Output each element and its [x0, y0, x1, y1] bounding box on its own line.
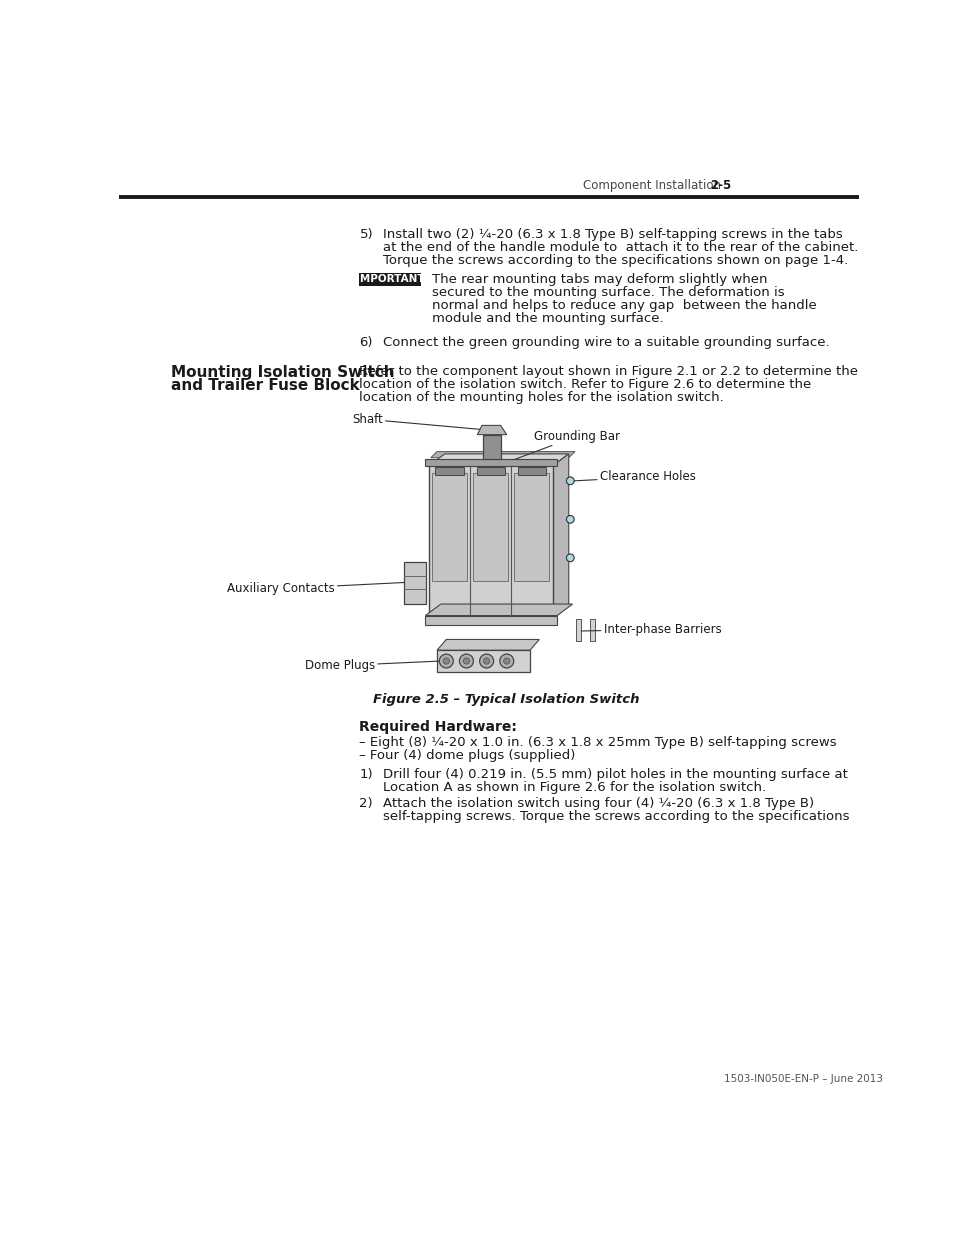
FancyBboxPatch shape	[576, 620, 580, 641]
FancyBboxPatch shape	[476, 467, 505, 474]
Text: Connect the green grounding wire to a suitable grounding surface.: Connect the green grounding wire to a su…	[382, 336, 828, 350]
Text: normal and helps to reduce any gap  between the handle: normal and helps to reduce any gap betwe…	[432, 299, 816, 312]
Text: – Eight (8) ¼-20 x 1.0 in. (6.3 x 1.8 x 25mm Type B) self-tapping screws: – Eight (8) ¼-20 x 1.0 in. (6.3 x 1.8 x …	[359, 736, 836, 748]
Polygon shape	[476, 425, 506, 435]
Text: 2-5: 2-5	[709, 179, 730, 191]
Polygon shape	[431, 452, 575, 458]
FancyBboxPatch shape	[404, 562, 426, 604]
Circle shape	[566, 555, 574, 562]
Text: 1503-IN050E-EN-P – June 2013: 1503-IN050E-EN-P – June 2013	[723, 1073, 882, 1084]
Text: Attach the isolation switch using four (4) ¼-20 (6.3 x 1.8 Type B): Attach the isolation switch using four (…	[382, 798, 813, 810]
Text: Inter-phase Barriers: Inter-phase Barriers	[580, 622, 720, 636]
Text: at the end of the handle module to  attach it to the rear of the cabinet.: at the end of the handle module to attac…	[382, 241, 858, 253]
Circle shape	[483, 658, 489, 664]
FancyBboxPatch shape	[483, 435, 500, 459]
Circle shape	[443, 658, 449, 664]
FancyBboxPatch shape	[425, 615, 557, 625]
Text: self-tapping screws. Torque the screws according to the specifications: self-tapping screws. Torque the screws a…	[382, 810, 848, 824]
Text: secured to the mounting surface. The deformation is: secured to the mounting surface. The def…	[432, 287, 784, 299]
FancyBboxPatch shape	[514, 473, 549, 580]
Text: Drill four (4) 0.219 in. (5.5 mm) pilot holes in the mounting surface at: Drill four (4) 0.219 in. (5.5 mm) pilot …	[382, 768, 846, 781]
Text: Clearance Holes: Clearance Holes	[574, 471, 695, 483]
Polygon shape	[553, 454, 568, 615]
Polygon shape	[436, 640, 538, 651]
Polygon shape	[429, 454, 568, 466]
FancyBboxPatch shape	[432, 473, 467, 580]
Circle shape	[459, 655, 473, 668]
Text: Grounding Bar: Grounding Bar	[506, 430, 619, 462]
Text: Refer to the component layout shown in Figure 2.1 or 2.2 to determine the: Refer to the component layout shown in F…	[359, 364, 858, 378]
Text: Shaft: Shaft	[352, 412, 487, 430]
Text: Mounting Isolation Switch: Mounting Isolation Switch	[171, 364, 395, 379]
Text: Location A as shown in Figure 2.6 for the isolation switch.: Location A as shown in Figure 2.6 for th…	[382, 782, 765, 794]
Text: location of the isolation switch. Refer to Figure 2.6 to determine the: location of the isolation switch. Refer …	[359, 378, 811, 390]
Text: and Trailer Fuse Block: and Trailer Fuse Block	[171, 378, 359, 394]
FancyBboxPatch shape	[425, 459, 557, 466]
Text: 6): 6)	[359, 336, 373, 350]
Text: 2): 2)	[359, 798, 373, 810]
Text: IMPORTANT: IMPORTANT	[355, 274, 424, 284]
Polygon shape	[425, 604, 572, 615]
Text: Dome Plugs: Dome Plugs	[304, 659, 440, 672]
Text: The rear mounting tabs may deform slightly when: The rear mounting tabs may deform slight…	[432, 273, 767, 287]
Text: 5): 5)	[359, 227, 373, 241]
FancyBboxPatch shape	[473, 473, 508, 580]
FancyBboxPatch shape	[359, 273, 421, 287]
Circle shape	[499, 655, 513, 668]
Circle shape	[503, 658, 509, 664]
Circle shape	[439, 655, 453, 668]
FancyBboxPatch shape	[436, 651, 530, 672]
Text: Torque the screws according to the specifications shown on page 1-4.: Torque the screws according to the speci…	[382, 253, 847, 267]
Text: Component Installation: Component Installation	[582, 179, 720, 191]
Text: module and the mounting surface.: module and the mounting surface.	[432, 312, 663, 325]
Text: Auxiliary Contacts: Auxiliary Contacts	[227, 582, 404, 595]
Text: Required Hardware:: Required Hardware:	[359, 720, 517, 734]
FancyBboxPatch shape	[429, 466, 553, 615]
Circle shape	[463, 658, 469, 664]
Circle shape	[566, 515, 574, 524]
FancyBboxPatch shape	[517, 467, 546, 474]
FancyBboxPatch shape	[590, 620, 595, 641]
Circle shape	[479, 655, 493, 668]
Text: Figure 2.5 – Typical Isolation Switch: Figure 2.5 – Typical Isolation Switch	[374, 693, 639, 705]
Text: location of the mounting holes for the isolation switch.: location of the mounting holes for the i…	[359, 390, 723, 404]
Text: – Four (4) dome plugs (supplied): – Four (4) dome plugs (supplied)	[359, 748, 576, 762]
Text: Install two (2) ¼-20 (6.3 x 1.8 Type B) self-tapping screws in the tabs: Install two (2) ¼-20 (6.3 x 1.8 Type B) …	[382, 227, 841, 241]
Text: 1): 1)	[359, 768, 373, 781]
FancyBboxPatch shape	[435, 467, 464, 474]
Circle shape	[566, 477, 574, 484]
